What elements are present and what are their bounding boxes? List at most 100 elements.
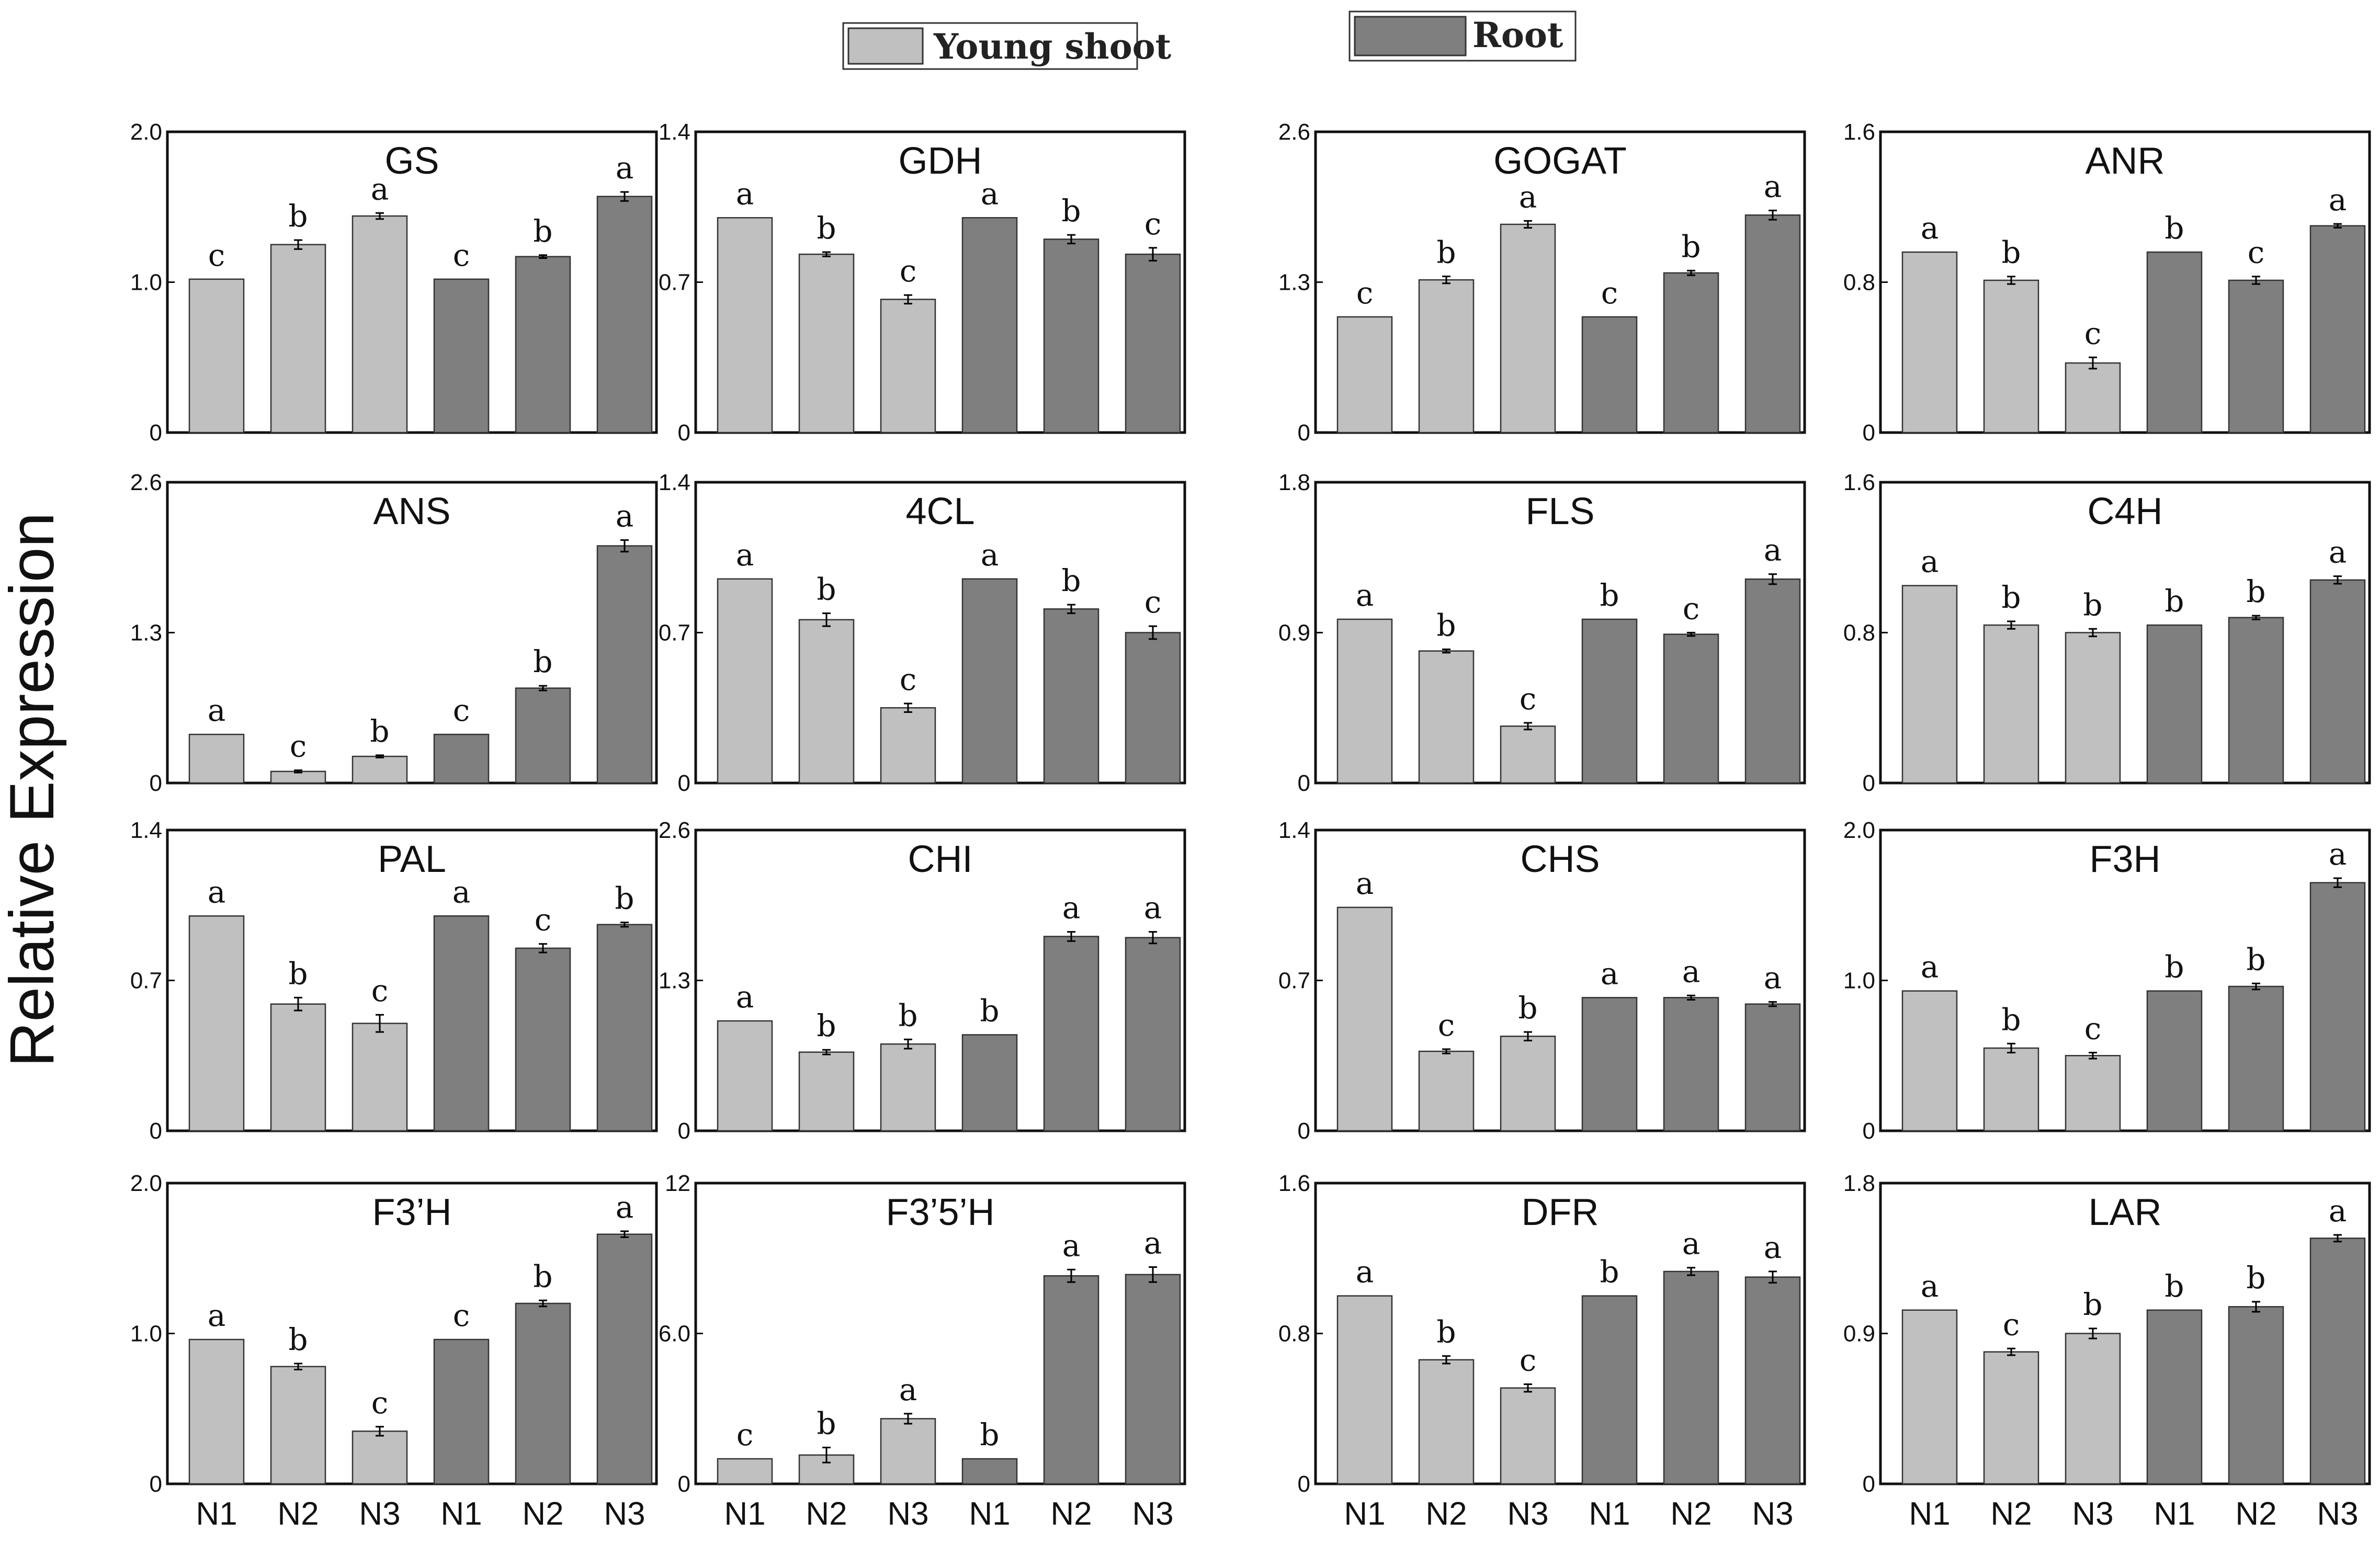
significance-letter: b xyxy=(1436,1314,1456,1350)
legend-label-young-shoot: Young shoot xyxy=(933,26,1172,67)
significance-letter: a xyxy=(371,171,389,207)
significance-letter: a xyxy=(1062,890,1081,926)
significance-letter: b xyxy=(2001,1002,2021,1037)
y-tick-label: 2.6 xyxy=(659,818,690,843)
significance-letter: c xyxy=(900,253,916,289)
panel-frame xyxy=(166,130,658,434)
panel-title: DFR xyxy=(1522,1191,1599,1233)
x-tick-label: N3 xyxy=(2317,1496,2358,1532)
y-tick-label: 1.0 xyxy=(130,1321,162,1347)
panel-title: F3’H xyxy=(372,1191,451,1233)
panel-title: C4H xyxy=(2087,491,2162,532)
bar xyxy=(1744,1003,1801,1132)
significance-letter: a xyxy=(1921,544,1939,580)
x-tick-label: N1 xyxy=(969,1496,1010,1532)
significance-letter: a xyxy=(208,874,226,910)
bar xyxy=(270,244,326,434)
panel-title: 4CL xyxy=(905,491,974,532)
significance-letter: b xyxy=(2001,580,2021,615)
bar xyxy=(1581,618,1638,784)
bar xyxy=(961,1034,1018,1132)
panel-11: CHS 0 0.7 1.4 a c b a a a xyxy=(1278,818,1806,1144)
y-tick-label: 0 xyxy=(1298,1471,1310,1497)
panel-15: DFR 0 0.8 1.6 a N1 b N2 c N3 b N1 a N2 a N3 xyxy=(1278,1171,1806,1532)
y-tick-label: 0.8 xyxy=(1843,270,1875,296)
significance-letter: a xyxy=(1356,577,1374,613)
y-tick-label: 1.3 xyxy=(659,968,690,994)
y-tick-label: 0.7 xyxy=(1278,968,1310,994)
bar xyxy=(270,1366,326,1485)
bar xyxy=(798,1454,855,1485)
significance-letter: c xyxy=(453,237,470,273)
bar xyxy=(2146,624,2203,784)
significance-letter: b xyxy=(1436,234,1456,270)
bar xyxy=(1125,937,1181,1132)
significance-letter: a xyxy=(616,498,634,534)
panel-1: GS 0 1.0 2.0 c b a c b a xyxy=(130,119,658,446)
x-tick-label: N3 xyxy=(2072,1496,2113,1532)
significance-letter: a xyxy=(1764,1230,1782,1265)
bar xyxy=(2146,1309,2203,1485)
panel-title: GDH xyxy=(899,140,982,182)
x-tick-label: N2 xyxy=(1990,1496,2032,1532)
bar xyxy=(1125,632,1181,784)
bar xyxy=(2228,985,2284,1132)
panel-frame xyxy=(1314,1182,1806,1485)
panel-frame xyxy=(694,130,1186,434)
y-tick-label: 0 xyxy=(1863,1118,1875,1144)
significance-letter: b xyxy=(1061,193,1081,229)
significance-letter: c xyxy=(900,662,916,697)
x-tick-label: N1 xyxy=(1344,1496,1385,1532)
bar xyxy=(1336,906,1393,1132)
bar xyxy=(1983,1351,2039,1485)
significance-letter: a xyxy=(1519,179,1537,214)
significance-letter: a xyxy=(736,537,754,573)
panel-frame xyxy=(1879,130,2371,434)
bar xyxy=(2309,579,2366,784)
significance-letter: b xyxy=(817,210,836,246)
bar xyxy=(1901,990,1958,1132)
significance-letter: b xyxy=(2164,949,2184,985)
bar xyxy=(717,1458,773,1485)
bar xyxy=(352,1023,408,1132)
significance-letter: b xyxy=(370,713,389,749)
significance-letter: b xyxy=(1061,563,1081,598)
panel-frame xyxy=(1879,828,2371,1132)
bar xyxy=(433,1338,490,1485)
y-tick-label: 0 xyxy=(1863,770,1875,796)
bar xyxy=(2228,617,2284,784)
significance-letter: a xyxy=(1601,956,1619,991)
bar xyxy=(1581,997,1638,1132)
bar xyxy=(1500,1387,1556,1485)
bar xyxy=(352,755,408,784)
panel-frame xyxy=(1879,1182,2371,1485)
bar xyxy=(1125,1274,1181,1485)
bar xyxy=(433,278,490,434)
significance-letter: c xyxy=(2084,1011,2101,1047)
panel-title: F3H xyxy=(2089,838,2160,880)
significance-letter: b xyxy=(2164,583,2184,619)
significance-letter: a xyxy=(2329,535,2347,570)
panel-title: FLS xyxy=(1525,491,1594,532)
bar xyxy=(188,1338,245,1485)
x-tick-label: N2 xyxy=(806,1496,847,1532)
significance-letter: a xyxy=(1144,1225,1162,1261)
y-tick-label: 0 xyxy=(678,420,690,446)
y-tick-label: 0 xyxy=(678,1471,690,1497)
x-tick-label: N3 xyxy=(1132,1496,1173,1532)
significance-letter: c xyxy=(1144,584,1161,620)
bar xyxy=(596,1233,653,1485)
bar xyxy=(1663,633,1719,784)
significance-letter: b xyxy=(980,1417,999,1452)
bar xyxy=(2228,1306,2284,1485)
significance-letter: c xyxy=(453,692,470,728)
x-tick-label: N3 xyxy=(604,1496,645,1532)
significance-letter: a xyxy=(616,1189,634,1225)
significance-letter: a xyxy=(1682,1226,1701,1262)
panel-6: 4CL 0 0.7 1.4 a b c a b c xyxy=(659,470,1186,796)
significance-letter: b xyxy=(2083,1287,2102,1322)
panel-title: CHS xyxy=(1520,838,1600,880)
bar xyxy=(1125,253,1181,434)
panel-title: LAR xyxy=(2088,1191,2161,1233)
y-tick-label: 0 xyxy=(150,420,162,446)
